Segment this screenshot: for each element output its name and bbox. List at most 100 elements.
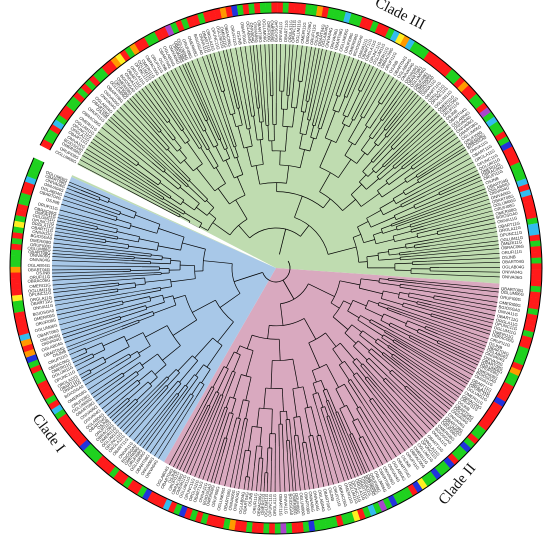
leaf-branch bbox=[390, 102, 428, 144]
leaf-branch bbox=[176, 421, 201, 469]
internal-branch bbox=[326, 388, 337, 413]
leaf-label: OGLUM11G bbox=[493, 325, 516, 336]
leaf-branch bbox=[412, 244, 499, 255]
internal-branch bbox=[406, 246, 415, 249]
ring-segment bbox=[512, 167, 525, 177]
leaf-label: ORUFI08G bbox=[35, 317, 57, 327]
ring-segment bbox=[518, 340, 532, 350]
internal-branch bbox=[317, 104, 326, 129]
ring-segment bbox=[12, 226, 25, 234]
ring-segment bbox=[24, 175, 37, 185]
ring-segment bbox=[95, 455, 108, 468]
internal-branch bbox=[308, 436, 314, 460]
ring-segment bbox=[164, 23, 175, 37]
internal-branch bbox=[234, 146, 239, 157]
ring-segment bbox=[114, 52, 127, 66]
ring-segment bbox=[407, 483, 418, 497]
node-arc bbox=[233, 145, 237, 148]
internal-branch bbox=[170, 278, 196, 283]
leaf-branch bbox=[101, 127, 158, 173]
internal-branch bbox=[119, 212, 135, 219]
internal-branch bbox=[405, 190, 413, 196]
leaf-label: OBART08G bbox=[37, 328, 60, 339]
leaf-label: BGIOSGA0 bbox=[273, 20, 278, 42]
ring-segment bbox=[280, 522, 287, 534]
leaf-branch bbox=[358, 454, 367, 473]
leaf-branch bbox=[56, 304, 107, 316]
internal-branch bbox=[219, 139, 225, 150]
leaf-branch bbox=[369, 422, 393, 460]
leaf-label: OMERI08G bbox=[270, 20, 275, 42]
internal-branch bbox=[179, 186, 200, 204]
internal-branch bbox=[138, 314, 155, 322]
internal-branch bbox=[245, 377, 252, 401]
leaf-branch bbox=[149, 406, 183, 454]
internal-branch bbox=[151, 254, 163, 257]
ring-segment bbox=[29, 364, 43, 375]
internal-branch bbox=[405, 325, 418, 332]
ring-segment bbox=[127, 479, 139, 492]
leaf-branch bbox=[52, 253, 124, 259]
internal-branch bbox=[384, 112, 404, 136]
internal-branch bbox=[312, 394, 317, 405]
ring-segment bbox=[265, 2, 272, 14]
internal-branch bbox=[76, 347, 86, 352]
internal-branch bbox=[219, 74, 226, 91]
leaf-branch bbox=[182, 64, 201, 104]
internal-branch bbox=[415, 198, 438, 209]
ring-segment bbox=[117, 472, 129, 486]
leaf-label: OBRAC06G bbox=[501, 244, 524, 251]
leaf-branch bbox=[278, 446, 281, 492]
internal-branch bbox=[182, 201, 195, 211]
leaf-label: ORUFI08G bbox=[266, 21, 272, 42]
leaf-label: OBART11G bbox=[201, 30, 212, 52]
leaf-branch bbox=[63, 195, 97, 208]
leaf-label: OBART11G bbox=[192, 481, 204, 503]
leaf-branch bbox=[454, 176, 481, 189]
ring-segment bbox=[530, 263, 542, 270]
internal-branch bbox=[237, 126, 245, 149]
ring-segment bbox=[443, 456, 455, 469]
leaf-label: OMERI08G bbox=[499, 300, 521, 308]
leaf-branch bbox=[52, 250, 117, 256]
leaf-branch bbox=[214, 452, 224, 484]
internal-branch bbox=[312, 383, 317, 394]
node-arc bbox=[84, 348, 88, 353]
leaf-branch bbox=[418, 161, 474, 192]
leaf-branch bbox=[202, 435, 219, 480]
internal-branch bbox=[80, 189, 101, 199]
ring-segment bbox=[367, 504, 377, 517]
leaf-branch bbox=[293, 44, 298, 79]
internal-branch bbox=[362, 161, 373, 172]
internal-branch bbox=[354, 126, 368, 146]
leaf-label: OBART08G bbox=[491, 193, 514, 204]
internal-branch bbox=[337, 411, 347, 432]
ring-segment bbox=[34, 374, 47, 385]
internal-branch bbox=[120, 401, 138, 419]
internal-branch bbox=[425, 325, 435, 330]
leaf-branch bbox=[425, 170, 478, 196]
internal-branch bbox=[179, 149, 187, 159]
leaf-label: ORGLA11G bbox=[495, 317, 518, 327]
leaf-label: OGLUM06G bbox=[500, 289, 524, 296]
internal-branch bbox=[403, 159, 415, 170]
ring-segment bbox=[379, 24, 390, 38]
node-arc bbox=[180, 236, 185, 251]
internal-branch bbox=[137, 163, 162, 182]
leaf-branch bbox=[170, 69, 194, 112]
leaf-branch bbox=[396, 86, 408, 102]
leaf-label: ONIVA11G bbox=[32, 229, 53, 237]
leaf-branch bbox=[296, 455, 301, 491]
internal-branch bbox=[222, 438, 228, 453]
ring-segment bbox=[169, 21, 180, 35]
internal-branch bbox=[264, 109, 267, 126]
internal-branch bbox=[107, 226, 118, 230]
internal-branch bbox=[89, 356, 104, 365]
leaf-label: ONIVA04G bbox=[324, 27, 334, 48]
internal-branch bbox=[169, 130, 176, 139]
ring-segment bbox=[299, 3, 307, 15]
internal-branch bbox=[215, 167, 226, 184]
internal-branch bbox=[233, 417, 237, 428]
internal-branch bbox=[253, 115, 258, 141]
internal-branch bbox=[404, 168, 420, 180]
